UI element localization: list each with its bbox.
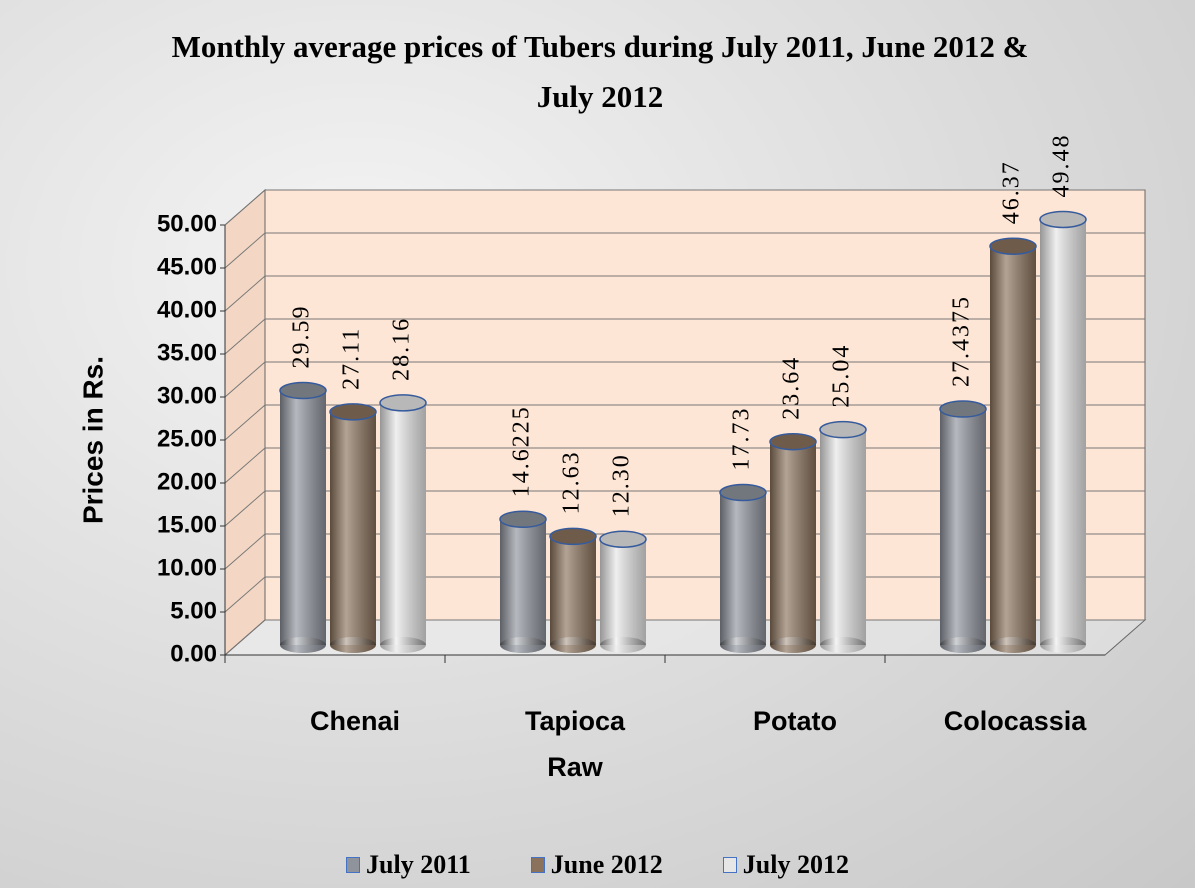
bar-base-shade	[1040, 637, 1086, 653]
bar-top	[769, 432, 817, 451]
legend-swatch	[722, 857, 737, 873]
bar-top	[329, 403, 377, 421]
chart-title: Monthly average prices of Tubers during …	[171, 29, 1029, 114]
bar-top	[499, 510, 547, 528]
data-label: 17.73	[729, 407, 755, 471]
legend-item: July 2011	[346, 850, 471, 880]
data-label: 27.11	[339, 327, 365, 390]
y-tick-label: 15.00	[157, 511, 217, 538]
bar-top	[939, 400, 987, 418]
y-tick-label: 0.00	[170, 640, 217, 667]
legend-label: July 2011	[366, 850, 471, 879]
data-label: 27.4375	[949, 295, 975, 387]
grid-line	[224, 490, 266, 527]
bar-top	[719, 483, 767, 502]
bar-shade	[330, 411, 376, 645]
bar-shade	[280, 390, 326, 645]
y-tick-label: 10.00	[157, 554, 217, 581]
data-label: 12.30	[609, 453, 635, 517]
bar-top	[549, 527, 597, 546]
legend-label: July 2012	[742, 850, 849, 879]
grid-line	[224, 404, 266, 441]
bar-base-shade	[500, 637, 546, 653]
x-tick-label: Potato	[753, 706, 837, 736]
x-tick-label: Tapioca Raw	[524, 706, 626, 782]
bar-base-shade	[280, 637, 326, 653]
bar-shade	[820, 429, 866, 645]
y-tick-label: 45.00	[157, 253, 217, 280]
bar-top	[379, 394, 427, 412]
bar-base-shade	[330, 637, 376, 653]
data-label: 12.63	[559, 450, 585, 514]
bar-top	[819, 420, 867, 439]
bar-shade	[600, 539, 646, 645]
bar-shade	[940, 409, 986, 645]
data-label: 14.6225	[509, 405, 535, 497]
legend: July 2011 June 2012 July 2012	[0, 850, 1195, 880]
y-tick-label: 20.00	[157, 468, 217, 495]
bar-top	[279, 381, 327, 400]
legend-label: June 2012	[550, 850, 663, 879]
grid-line	[224, 189, 266, 226]
data-label: 23.64	[779, 356, 805, 420]
grid-line	[224, 447, 266, 484]
legend-item: July 2012	[722, 850, 849, 880]
bar-base-shade	[380, 637, 426, 653]
bar-top	[599, 530, 647, 548]
y-tick-label: 5.00	[170, 597, 217, 624]
bar-shade	[500, 519, 546, 645]
data-label: 29.59	[289, 305, 315, 369]
x-tick-label: Colocassia	[943, 706, 1087, 736]
data-label: 28.16	[389, 317, 415, 381]
grid-line	[224, 318, 266, 355]
bar-shade	[990, 246, 1036, 645]
bar-shade	[1040, 219, 1086, 646]
y-tick-label: 25.00	[157, 425, 217, 452]
bar-top	[989, 237, 1037, 255]
bar-base-shade	[550, 637, 596, 653]
bar-shade	[380, 402, 426, 645]
y-tick-label: 40.00	[157, 296, 217, 323]
y-axis-label: Prices in Rs.	[77, 356, 108, 524]
grid-line	[224, 361, 266, 398]
y-tick-label: 35.00	[157, 339, 217, 366]
data-label: 46.37	[999, 160, 1025, 224]
grid-line	[224, 533, 266, 570]
grid-line	[224, 619, 266, 656]
bar-base-shade	[720, 637, 766, 653]
grid-line	[224, 232, 266, 269]
bar-base-shade	[820, 637, 866, 653]
bar-base-shade	[940, 637, 986, 653]
data-label: 25.04	[829, 344, 855, 408]
legend-item: June 2012	[530, 850, 663, 880]
grid-line	[224, 275, 266, 312]
bar-shade	[550, 536, 596, 645]
bar-shade	[720, 492, 766, 645]
bar-base-shade	[990, 637, 1036, 653]
bar-base-shade	[600, 637, 646, 653]
legend-swatch	[346, 857, 361, 873]
y-tick-label: 50.00	[157, 210, 217, 237]
y-tick-label: 30.00	[157, 382, 217, 409]
data-label: 49.48	[1049, 133, 1075, 197]
legend-swatch	[530, 857, 545, 873]
bar-shade	[770, 441, 816, 645]
bar-top	[1039, 210, 1087, 229]
grid-line	[224, 576, 266, 613]
x-tick-label: Chenai	[309, 706, 401, 736]
bar-base-shade	[770, 637, 816, 653]
